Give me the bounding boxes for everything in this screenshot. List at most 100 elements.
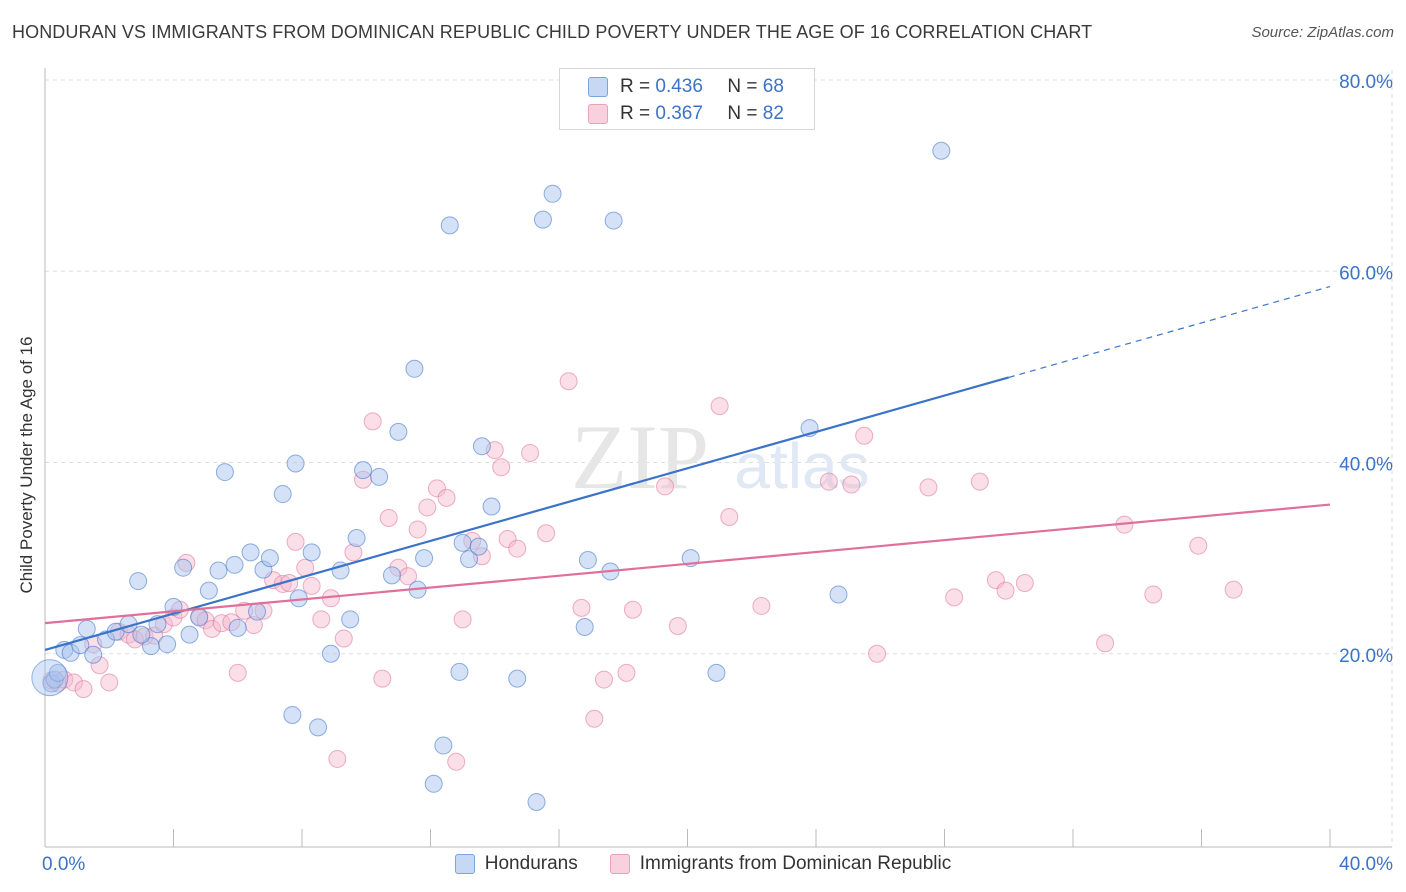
honduran-point — [440, 216, 459, 235]
n-value: 68 — [762, 76, 784, 97]
y-tick-label: 20.0% — [1339, 646, 1393, 667]
dominican-point — [617, 663, 636, 682]
honduran-point — [129, 572, 148, 591]
honduran-point — [543, 184, 562, 203]
dominican-point — [919, 478, 938, 497]
honduran-point — [575, 617, 594, 636]
honduran-point — [405, 359, 424, 378]
dominican-point — [437, 488, 456, 507]
honduran-point — [472, 437, 491, 456]
dominican-point — [418, 498, 437, 517]
dominican-point — [868, 644, 887, 663]
honduran-point — [341, 610, 360, 629]
n-label: N = — [727, 76, 758, 97]
honduran-point — [347, 529, 366, 548]
honduran-point — [215, 463, 234, 482]
honduran-point — [533, 210, 552, 229]
honduran-point — [389, 422, 408, 441]
honduran-point — [932, 141, 951, 160]
dominican-point — [302, 576, 321, 595]
dominican-point — [1224, 580, 1243, 599]
dominican-point — [328, 749, 347, 768]
y-axis-label: Child Poverty Under the Age of 16 — [17, 336, 36, 594]
dominican-point — [492, 458, 511, 477]
honduran-point — [527, 792, 546, 811]
legend-row-hondurans: R = 0.436 N = 68 — [588, 74, 784, 100]
r-label: R = — [620, 76, 651, 97]
chart-title: HONDURAN VS IMMIGRANTS FROM DOMINICAN RE… — [12, 22, 1093, 42]
dominican-point — [312, 610, 331, 629]
dominican-point — [623, 600, 642, 619]
y-tick-label: 40.0% — [1339, 455, 1393, 476]
honduran-point — [424, 774, 443, 793]
honduran-point — [209, 561, 228, 580]
dominican-point — [373, 669, 392, 688]
y-tick-labels: 20.0% 40.0% 60.0% 80.0% — [1339, 72, 1393, 667]
dominican-point — [447, 752, 466, 771]
honduran-point — [174, 558, 193, 577]
honduran-point — [707, 663, 726, 682]
honduran-point — [283, 705, 302, 724]
pink-swatch — [609, 854, 630, 874]
x-tick-label: 0.0% — [42, 854, 85, 875]
honduran-point — [132, 625, 151, 644]
honduran-point — [578, 551, 597, 570]
legend-label: Hondurans — [484, 853, 578, 874]
dominican-point — [819, 472, 838, 491]
honduran-point — [190, 608, 209, 627]
honduran-point — [450, 662, 469, 681]
dominican-point — [656, 477, 675, 496]
x-tick-labels: 0.0% 40.0% — [42, 854, 1393, 875]
honduran-point — [309, 718, 328, 737]
honduran-point — [248, 602, 267, 621]
blue-swatch — [454, 854, 475, 874]
r-label: R = — [620, 103, 651, 124]
honduran-point — [225, 555, 244, 574]
dominican-point — [408, 520, 427, 539]
honduran-point — [453, 533, 472, 552]
dominican-point — [74, 680, 93, 699]
honduran-point — [434, 736, 453, 755]
honduran-point — [77, 619, 96, 638]
dominican-point — [996, 581, 1015, 600]
honduran-point — [273, 485, 292, 504]
honduran-point — [84, 645, 103, 664]
dominican-point — [1189, 536, 1208, 555]
dominican-point — [1144, 585, 1163, 604]
dominican-point — [64, 673, 83, 692]
dominican-point — [842, 475, 861, 494]
legend-item-hondurans: Hondurans — [454, 853, 578, 875]
dominican-point — [521, 443, 540, 462]
dominican-point — [379, 508, 398, 527]
legend-label: Immigrants from Dominican Republic — [639, 853, 952, 874]
dominican-point — [228, 663, 247, 682]
honduran-points — [31, 141, 951, 811]
dominican-point — [668, 617, 687, 636]
r-value: 0.367 — [655, 103, 703, 124]
watermark-zip: ZIP — [571, 406, 709, 508]
watermark-atlas: atlas — [734, 430, 869, 502]
honduran-point — [508, 669, 527, 688]
dominican-point — [945, 588, 964, 607]
dominican-point — [334, 629, 353, 648]
source-label: Source: ZipAtlas.com — [1251, 24, 1394, 41]
legend-item-dominican: Immigrants from Dominican Republic — [609, 853, 952, 875]
n-label: N = — [727, 103, 758, 124]
correlation-legend: R = 0.436 N = 68 R = 0.367 N = 82 — [559, 68, 815, 130]
honduran-point — [286, 454, 305, 473]
dominican-point — [203, 619, 222, 638]
honduran-point-large — [31, 659, 69, 697]
honduran-point — [482, 497, 501, 516]
dominican-point — [100, 673, 119, 692]
dominican-point — [1096, 634, 1115, 653]
dominican-point — [572, 598, 591, 617]
honduran-point — [829, 585, 848, 604]
dominican-point — [273, 574, 292, 593]
r-value: 0.436 — [655, 76, 703, 97]
dominican-trend-line — [44, 503, 1331, 625]
honduran-point — [302, 543, 321, 562]
dominican-point — [1015, 573, 1034, 592]
honduran-point — [321, 644, 340, 663]
honduran-point — [199, 581, 218, 600]
watermark: ZIP atlas — [571, 406, 870, 508]
